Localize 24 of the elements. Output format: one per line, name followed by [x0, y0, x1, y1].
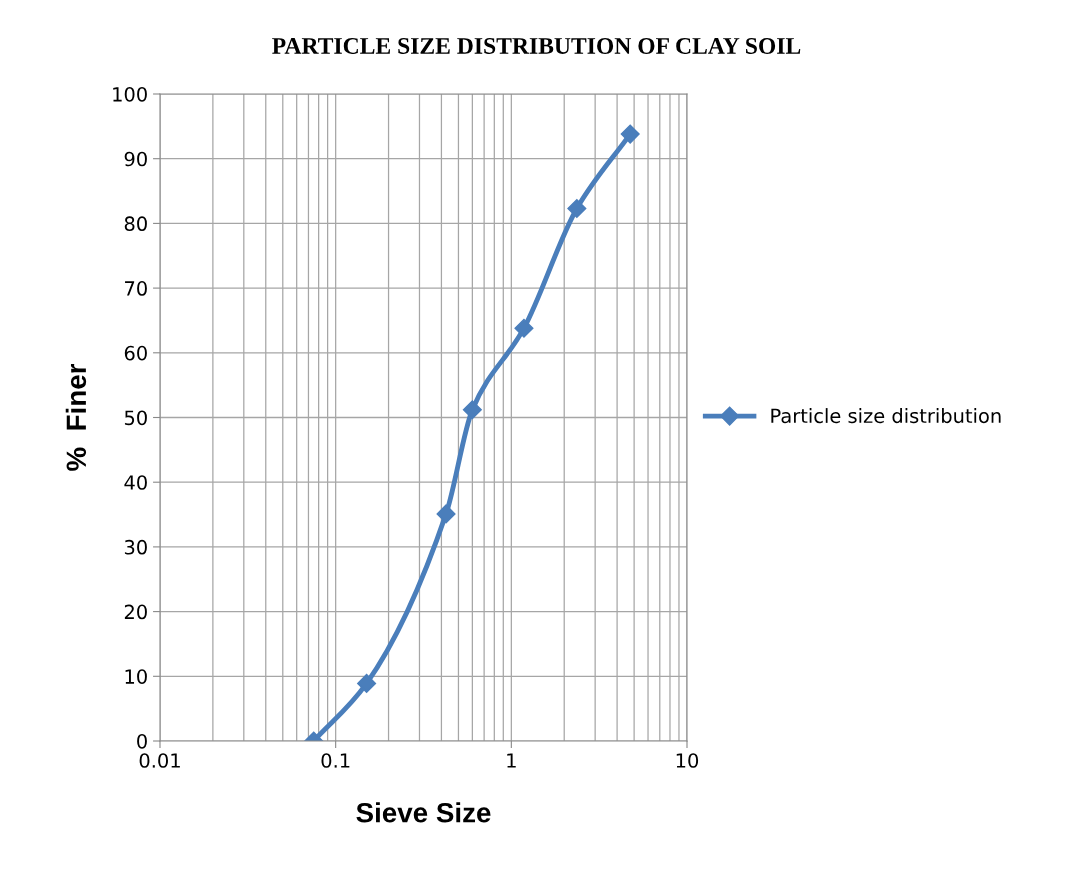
chart-title: PARTICLE SIZE DISTRIBUTION OF CLAY SOIL — [272, 38, 801, 54]
y-tick-label: 60 — [124, 345, 147, 361]
point — [357, 673, 377, 693]
y-tick-label: 10 — [125, 669, 147, 684]
point — [567, 198, 587, 219]
x-tick-label: 1 — [507, 753, 516, 768]
point — [462, 400, 482, 420]
y-tick-label: 50 — [124, 410, 147, 426]
y-tick-label: 70 — [125, 281, 147, 296]
x-tick-label: 0.01 — [139, 753, 180, 768]
x-axis-title: Sieve Size — [356, 802, 491, 823]
legend-label: Particle size distribution — [771, 408, 1001, 424]
y-tick-label: 80 — [124, 216, 147, 232]
x-tick-label: 0.1 — [321, 753, 350, 768]
y-tick-label: 20 — [124, 604, 147, 620]
y-tick-label: 90 — [124, 151, 147, 167]
point — [514, 318, 534, 338]
y-axis-title: % Finer — [65, 363, 87, 471]
y-tick-label: 30 — [124, 539, 147, 555]
point — [620, 124, 640, 144]
y-tick-label: 0 — [137, 733, 147, 749]
y-tick-label: 100 — [113, 86, 147, 102]
x-tick-label: 10 — [676, 753, 699, 768]
y-tick-label: 40 — [124, 475, 147, 490]
